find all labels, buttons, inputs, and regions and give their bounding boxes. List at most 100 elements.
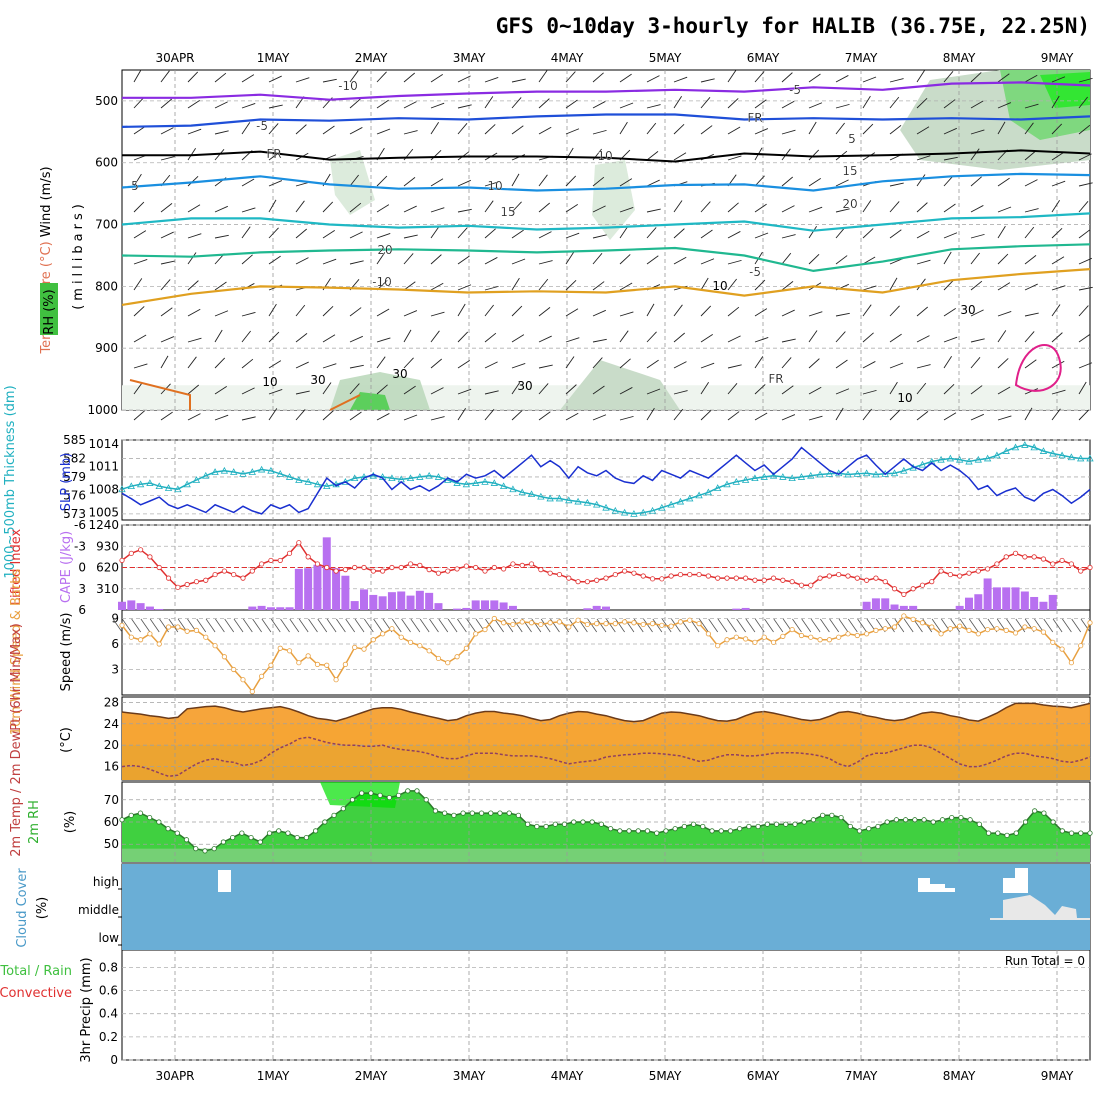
wind-barb [862, 304, 872, 317]
wind-barb [781, 72, 793, 83]
surface-wind-barb [903, 618, 914, 633]
thickness-point [695, 491, 703, 499]
lifted-index-point [305, 554, 311, 560]
wind-barb [457, 179, 471, 187]
wind-barb [889, 182, 904, 187]
cape-bar [360, 589, 368, 610]
isotherm-label: 20 [842, 197, 857, 211]
cape-bar [453, 608, 462, 610]
wind-speed-point [594, 620, 600, 627]
wind-barb [349, 383, 360, 395]
lifted-index-point [724, 575, 730, 581]
temp-tick: 28 [104, 695, 119, 709]
wind-barb [889, 305, 900, 317]
wind-barb [889, 362, 904, 369]
wind-barb [538, 383, 549, 395]
wind-speed-point [761, 634, 767, 640]
thickness-point [602, 503, 610, 511]
rh2m-point [783, 821, 789, 827]
wind-barb [403, 72, 416, 83]
rh2m-point [1078, 830, 1084, 836]
isotherm-20 [121, 268, 1091, 306]
rh2m-point [414, 788, 420, 794]
wind-barb [943, 279, 955, 291]
surface-wind-barb [224, 618, 235, 633]
wind-barb [889, 277, 898, 291]
wind-speed-point [407, 639, 414, 645]
surface-wind-barb [857, 618, 867, 633]
thickness-point [751, 474, 759, 482]
thickness-point [127, 482, 135, 490]
thickness-point [639, 508, 647, 516]
wind-barb [700, 258, 715, 265]
lifted-index-point [370, 568, 376, 574]
wind-barb [808, 311, 823, 317]
thickness-point [816, 470, 824, 478]
wind-barb [646, 331, 657, 343]
wind-barb [1078, 286, 1093, 291]
wind-barb [1024, 103, 1039, 109]
wind-barb [970, 176, 982, 187]
wind-barb [727, 335, 741, 343]
lifted-index-point [715, 575, 721, 581]
thickness-point [760, 473, 768, 480]
top-x-tick: 6MAY [747, 51, 780, 65]
lifted-index-point [156, 564, 162, 571]
wind-barb [187, 175, 199, 187]
lifted-index-point [1068, 561, 1074, 567]
wind-barb [484, 408, 495, 421]
top-x-tick: 7MAY [845, 51, 878, 65]
wind-barb [970, 72, 982, 83]
wind-barb [916, 306, 929, 317]
wind-barb [187, 148, 197, 161]
rh2m-point [930, 819, 936, 825]
run-total-label: Run Total = 0 [1005, 954, 1085, 968]
thickness-point [1077, 454, 1085, 462]
surface-wind-barb [615, 618, 625, 633]
wind-speed-point [259, 673, 265, 679]
wind-barb [511, 305, 523, 317]
surface-wind-barb [968, 618, 979, 633]
top-x-tick: 9MAY [1041, 51, 1074, 65]
lifted-index-point [1087, 564, 1093, 571]
wind-barb [538, 174, 548, 187]
rh-unit-title: (%) [63, 811, 78, 834]
lifted-index-point [901, 591, 907, 598]
rh-shading-patch [560, 360, 680, 410]
surface-wind-barb [261, 618, 272, 633]
rh2m-point [359, 790, 365, 796]
wind-barb [160, 260, 175, 265]
lifted-index-point [138, 547, 144, 553]
lifted-index-point [463, 563, 469, 569]
wind-barb [754, 279, 766, 291]
wind-barb [862, 76, 877, 83]
surface-wind-barb [596, 618, 607, 633]
rh2m-point [829, 812, 835, 818]
wind-barb [214, 329, 223, 343]
wind-barb [484, 390, 499, 395]
lifted-index-point [296, 540, 302, 546]
cape-bar [257, 605, 266, 610]
wind-barb [241, 74, 255, 83]
rh2m-point [515, 812, 522, 818]
isotherm-5 [121, 172, 1091, 192]
wind-speed-point [901, 613, 907, 619]
thickness-point [118, 485, 126, 493]
rh2m-point [432, 808, 439, 814]
wind-barb [538, 98, 550, 109]
surface-wind-barb [1015, 618, 1026, 633]
rh2m-point [1004, 832, 1010, 838]
rh-legend-label: RH (%) [42, 289, 57, 334]
cape-bar [145, 606, 154, 610]
wind-barb [1024, 407, 1033, 421]
lifted-index-point [361, 564, 367, 571]
thickness-point [620, 508, 629, 516]
wind-barb [1024, 208, 1039, 213]
wind-barb [646, 388, 661, 395]
wind-barb [511, 78, 526, 83]
surface-wind-barb [605, 618, 616, 633]
rh2m-point [663, 828, 669, 834]
lifted-index-point [389, 564, 395, 571]
wind-barb [565, 99, 578, 109]
wind-barb [241, 103, 256, 109]
